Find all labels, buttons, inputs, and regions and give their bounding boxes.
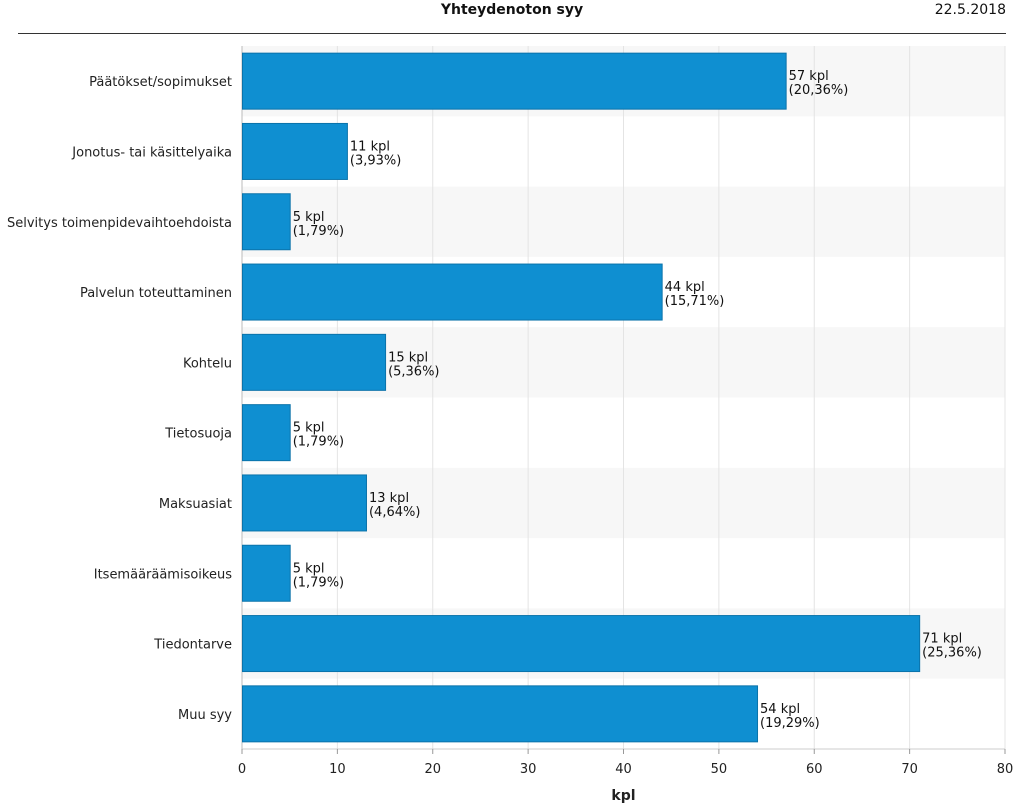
- x-tick-label: 40: [615, 762, 632, 777]
- x-tick-label: 70: [901, 762, 918, 777]
- data-label: 5 kpl (1,79%): [293, 210, 344, 239]
- bar: [242, 193, 291, 251]
- data-label-percent: (1,79%): [293, 575, 344, 590]
- x-tick-label: 30: [520, 762, 537, 777]
- data-label-percent: (4,64%): [369, 505, 420, 520]
- category-label: Itsemääräämisoikeus: [94, 567, 232, 582]
- category-label: Palvelun toteuttaminen: [80, 286, 232, 301]
- data-label: 13 kpl (4,64%): [369, 491, 420, 520]
- data-label: 71 kpl (25,36%): [922, 632, 982, 661]
- data-label-count: 5 kpl: [293, 561, 325, 576]
- header-divider: [18, 33, 1006, 34]
- bar: [242, 263, 663, 321]
- data-label-percent: (3,93%): [350, 153, 401, 168]
- data-label: 11 kpl (3,93%): [350, 139, 401, 168]
- bar: [242, 474, 367, 532]
- bar: [242, 333, 387, 391]
- data-label: 5 kpl (1,79%): [293, 561, 344, 590]
- data-label-count: 5 kpl: [293, 421, 325, 436]
- bar: [242, 685, 759, 743]
- chart-title: Yhteydenoton syy: [440, 2, 584, 18]
- data-label-count: 57 kpl: [789, 69, 829, 84]
- x-tick-label: 80: [997, 762, 1014, 777]
- category-label: Muu syy: [178, 708, 232, 723]
- data-label-percent: (25,36%): [922, 646, 982, 661]
- data-label-count: 5 kpl: [293, 210, 325, 225]
- bar: [242, 404, 291, 462]
- x-tick-label: 60: [806, 762, 823, 777]
- category-label: Maksuasiat: [159, 497, 232, 512]
- data-label-count: 13 kpl: [369, 491, 409, 506]
- data-label-count: 11 kpl: [350, 139, 390, 154]
- x-tick-label: 10: [329, 762, 346, 777]
- data-label: 54 kpl (19,29%): [760, 702, 820, 731]
- data-label-count: 71 kpl: [922, 632, 962, 647]
- data-label-count: 54 kpl: [760, 702, 800, 717]
- category-label: Tietosuoja: [164, 427, 232, 442]
- x-axis-label: kpl: [611, 788, 635, 804]
- data-label-count: 15 kpl: [388, 350, 428, 365]
- data-label: 57 kpl (20,36%): [789, 69, 849, 98]
- data-label-count: 44 kpl: [665, 280, 705, 295]
- data-label: 15 kpl (5,36%): [388, 350, 439, 379]
- category-label: Jonotus- tai käsittelyaika: [71, 145, 232, 160]
- data-label: 44 kpl (15,71%): [665, 280, 725, 309]
- data-label-percent: (15,71%): [665, 294, 725, 309]
- x-tick-label: 20: [424, 762, 441, 777]
- category-label: Selvitys toimenpidevaihtoehdoista: [7, 216, 232, 231]
- category-label: Tiedontarve: [153, 638, 232, 653]
- x-tick-label: 0: [238, 762, 246, 777]
- category-label: Päätökset/sopimukset: [89, 75, 232, 90]
- report-date: 22.5.2018: [934, 2, 1006, 18]
- category-label: Kohtelu: [183, 356, 232, 371]
- bar: [242, 52, 787, 110]
- bar: [242, 615, 921, 673]
- data-label-percent: (1,79%): [293, 224, 344, 239]
- bar: [242, 544, 291, 602]
- data-label-percent: (19,29%): [760, 716, 820, 731]
- data-label-percent: (20,36%): [789, 83, 849, 98]
- data-label: 5 kpl (1,79%): [293, 421, 344, 450]
- x-tick-label: 50: [711, 762, 728, 777]
- data-label-percent: (1,79%): [293, 435, 344, 450]
- bar: [242, 122, 348, 180]
- data-label-percent: (5,36%): [388, 364, 439, 379]
